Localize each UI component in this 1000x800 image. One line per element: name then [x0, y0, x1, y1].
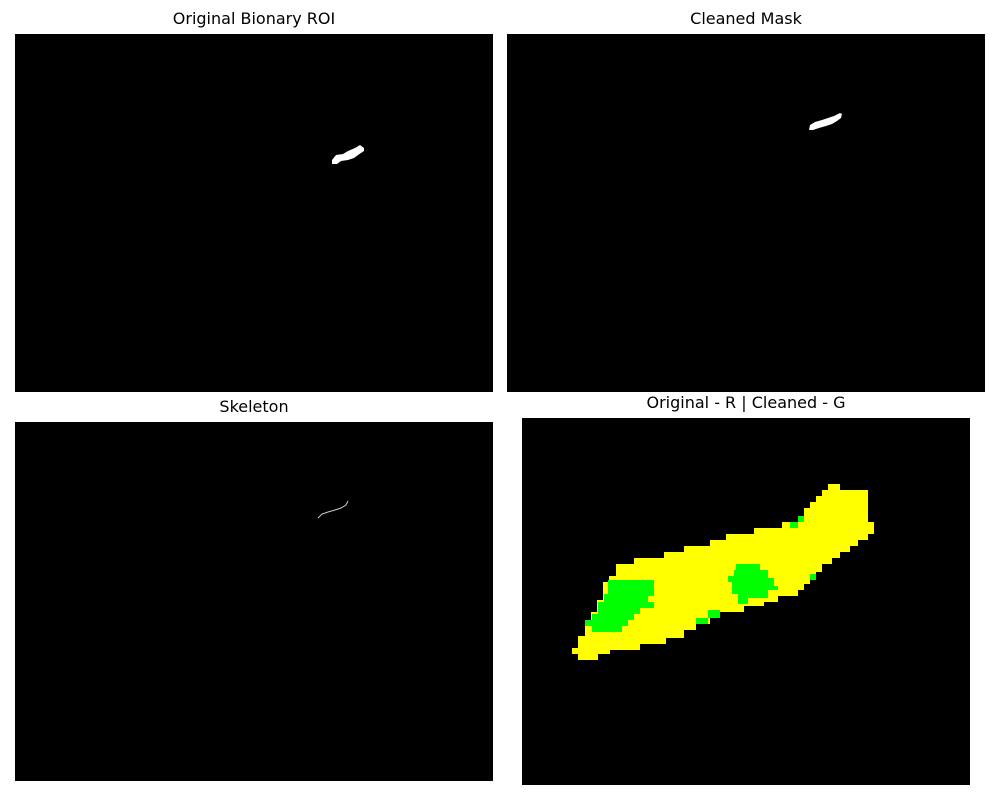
overlay-title: Original - R | Cleaned - G: [646, 393, 846, 412]
cleaned-only-speck-3: [810, 574, 816, 580]
cleaned-only-speck-1: [708, 610, 720, 618]
cleaned-mask-title: Cleaned Mask: [690, 9, 802, 28]
cleaned-only-region-mid: [728, 564, 778, 604]
cleaned-only-speck-5: [798, 516, 804, 522]
overlay-image: [522, 418, 970, 785]
skeleton-line: [317, 500, 349, 519]
skeleton-image: [15, 422, 493, 781]
overlap-region: [572, 484, 874, 660]
original-roi-image: [15, 34, 493, 392]
original-blob: [332, 145, 364, 164]
cleaned-only-speck-4: [790, 522, 798, 528]
cleaned-mask-image: [507, 34, 985, 392]
cleaned-blob: [809, 113, 842, 130]
cleaned-only-speck-2: [696, 618, 708, 624]
original-roi-title: Original Bionary ROI: [172, 9, 336, 28]
cleaned-only-region-left: [585, 580, 654, 632]
skeleton-title: Skeleton: [219, 397, 289, 416]
